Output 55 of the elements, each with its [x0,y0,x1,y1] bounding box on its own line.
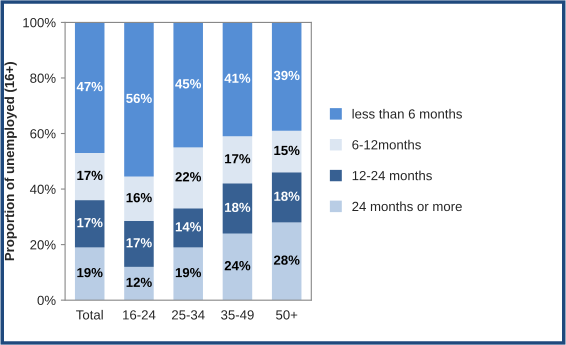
x-tick-label: 50+ [276,310,298,320]
bar [272,130,302,172]
data-label: 41% [224,74,250,83]
data-label: 17% [77,218,103,228]
bar [272,22,302,131]
y-tick-label: 20% [30,240,56,250]
bar [173,22,203,148]
bar [272,222,302,300]
data-label: 18% [225,202,250,212]
legend-label: 6-12months [352,140,421,150]
data-label: 17% [225,154,250,164]
bar [222,136,252,184]
bar [173,247,203,300]
data-label: 28% [274,255,300,265]
bar [173,208,203,248]
y-tick-label: 40% [30,184,56,194]
bar [222,22,252,136]
y-tick-label: 0% [38,296,56,306]
bar [74,200,104,248]
bar [173,147,203,208]
bar [74,152,104,200]
legend-label: 24 months or more [352,201,462,212]
bar [124,221,154,267]
data-label: 12% [126,278,152,287]
data-label: 47% [76,82,103,92]
bar [222,184,252,234]
data-label: 22% [175,172,202,182]
data-label: 45% [175,79,202,88]
bar [74,247,104,300]
y-tick-label: 100% [23,18,56,28]
data-label: 24% [224,261,250,270]
data-label: 56% [126,94,152,104]
data-label: 19% [176,268,202,278]
legend-label: 12-24 months [352,170,432,180]
y-tick-label: 60% [30,129,56,138]
y-axis-title: Proportion of unemployed (16+) [4,62,17,260]
data-label: 18% [274,192,300,201]
bar [272,172,302,222]
x-tick-label: 35-49 [221,310,254,320]
data-label: 39% [274,70,300,80]
data-label: 14% [176,222,202,232]
data-label: 17% [77,170,103,180]
x-tick-label: 25-34 [172,310,205,320]
data-label: 16% [126,192,152,202]
bar [74,22,104,153]
data-label: 19% [77,268,103,278]
bar [222,233,252,300]
x-tick-label: Total [76,310,103,320]
bar [124,176,154,221]
data-label: 17% [126,238,152,248]
x-tick-label: 16-24 [123,310,156,320]
legend-label: less than 6 months [352,108,462,119]
bar [124,22,154,177]
y-tick-label: 80% [30,74,56,83]
data-label: 15% [274,146,300,156]
